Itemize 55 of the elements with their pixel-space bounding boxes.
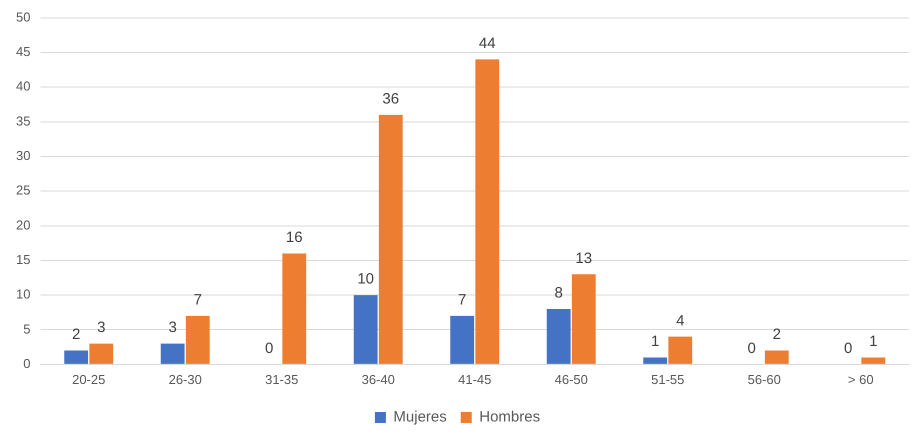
data-label: 2: [772, 326, 781, 344]
data-label: 7: [458, 292, 466, 309]
x-tick-label: 36-40: [362, 372, 395, 387]
bar: [546, 308, 571, 364]
data-label: 8: [554, 284, 563, 302]
bar: [668, 336, 692, 364]
data-label: 0: [748, 340, 756, 358]
x-tick-label: 56-60: [748, 372, 781, 387]
data-label: 16: [286, 229, 303, 246]
y-tick-label: 30: [16, 148, 30, 164]
data-label: 2: [72, 326, 80, 344]
data-label: 3: [168, 319, 177, 336]
y-tick-label: 20: [16, 217, 30, 232]
bar: [160, 344, 185, 364]
data-label: 4: [676, 312, 684, 330]
data-label: 44: [478, 35, 496, 52]
x-tick-label: 31-35: [265, 372, 298, 387]
bar: [643, 357, 668, 364]
data-label: 36: [382, 90, 400, 108]
bar: [861, 357, 886, 364]
data-label: 10: [357, 270, 374, 288]
bar: [354, 295, 378, 364]
data-label: 13: [575, 250, 592, 267]
bar: [378, 114, 403, 364]
y-tick-label: 50: [16, 9, 30, 24]
data-label: 1: [651, 333, 660, 350]
bar: [764, 350, 789, 364]
bar: [572, 274, 596, 364]
bar: [450, 316, 474, 364]
legend-label: Mujeres: [393, 408, 447, 426]
data-label: 0: [844, 340, 852, 358]
x-tick-label: 41-45: [458, 372, 492, 387]
bar: [89, 344, 114, 364]
y-tick-label: 45: [16, 44, 30, 60]
y-tick-label: 5: [23, 321, 30, 336]
y-tick-label: 0: [23, 356, 30, 371]
x-tick-label: 51-55: [651, 372, 684, 387]
bar: [186, 316, 210, 364]
x-tick-label: 20-25: [72, 372, 106, 387]
data-label: 0: [265, 340, 274, 358]
y-tick-label: 15: [16, 252, 30, 267]
y-tick-label: 10: [16, 286, 30, 302]
x-tick-label: 46-50: [554, 372, 588, 387]
y-tick-label: 25: [16, 182, 30, 198]
y-tick-label: 35: [16, 113, 30, 128]
bar: [475, 59, 500, 364]
x-tick-label: 26-30: [168, 372, 202, 387]
y-tick-label: 40: [16, 78, 30, 94]
legend-label: Hombres: [479, 408, 540, 426]
bar: [282, 253, 306, 364]
data-label: 7: [194, 292, 202, 309]
data-label: 3: [97, 319, 106, 336]
x-tick-label: > 60: [848, 372, 874, 387]
bar: [64, 350, 88, 364]
data-label: 1: [869, 333, 878, 350]
